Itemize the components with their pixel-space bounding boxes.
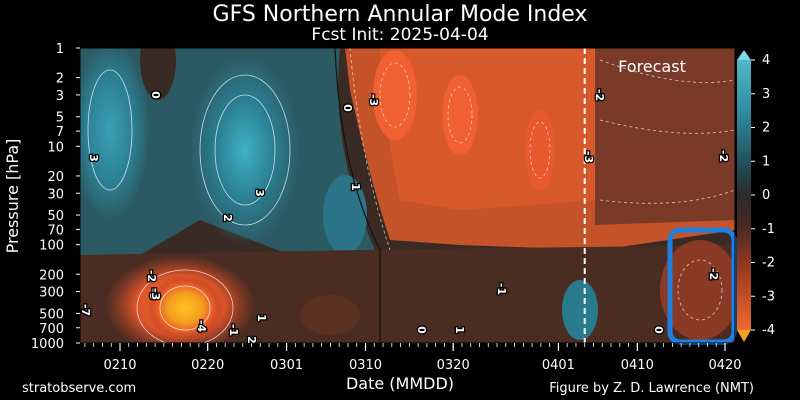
contour-label: 3	[87, 154, 100, 162]
colorbar-scale	[737, 60, 751, 330]
colorbar-tick-label: 1	[762, 154, 770, 169]
contour-label: -1	[495, 283, 508, 295]
colorbar-tick-label: 0	[762, 188, 770, 203]
site-credit: stratobserve.com	[22, 381, 137, 396]
x-tick-label: 0320	[437, 358, 470, 373]
x-tick-label: 0401	[542, 358, 575, 373]
x-tick-label: 0410	[621, 358, 654, 373]
contour-label: 2	[245, 336, 258, 344]
highlight-box	[667, 227, 737, 345]
contour-label: -2	[145, 270, 158, 282]
y-tick-label: 10	[47, 140, 64, 155]
contour-label: 1	[453, 326, 466, 334]
colorbar-tick-label: -4	[762, 323, 775, 338]
x-axis-label: Date (MMDD)	[346, 374, 454, 393]
contour-label: 3	[253, 189, 266, 197]
x-tick-label: 0310	[349, 358, 382, 373]
colorbar-tick-label: 4	[762, 53, 770, 68]
forecast-label: Forecast	[618, 57, 686, 76]
x-tick-label: 0220	[191, 358, 224, 373]
colorbar-bottom-extend	[737, 330, 751, 342]
y-tick-label: 1000	[31, 337, 64, 352]
contour-label: -3	[582, 151, 595, 163]
y-tick-label: 70	[47, 223, 64, 238]
contour-label: 1	[349, 183, 362, 191]
y-tick-label: 200	[39, 268, 64, 283]
y-tick-label: 3	[56, 89, 64, 104]
chart-subtitle: Fcst Init: 2025-04-04	[311, 25, 489, 45]
y-tick-label: 2	[56, 72, 64, 87]
y-tick-label: 20	[47, 170, 64, 185]
contour-label: -2	[717, 150, 730, 162]
contour-label: -7	[79, 304, 92, 316]
contour-label: 0	[341, 104, 354, 112]
x-tick-label: 0420	[708, 358, 741, 373]
contour-label: 2	[221, 214, 234, 222]
colorbar-tick-label: -3	[762, 289, 775, 304]
author-credit: Figure by Z. D. Lawrence (NMT)	[549, 381, 754, 396]
contour-label: -1	[227, 324, 240, 336]
contour-label: -3	[149, 288, 162, 300]
y-tick-label: 700	[39, 322, 64, 337]
heatmap-field	[80, 48, 735, 343]
colorbar-tick-label: 2	[762, 121, 770, 136]
contour-label: 1	[255, 314, 268, 322]
colorbar-top-extend	[737, 50, 751, 60]
contour-label: 0	[149, 91, 162, 99]
x-tick-label: 0301	[270, 358, 303, 373]
y-tick-label: 500	[39, 307, 64, 322]
chart-title: GFS Northern Annular Mode Index	[212, 2, 588, 27]
y-tick-label: 5	[56, 111, 64, 126]
x-tick-label: 0210	[103, 358, 136, 373]
contour-label: -3	[147, 288, 160, 300]
x-axis: 0210 0220 0301 0310 0320 0401 0410 0420	[84, 343, 742, 373]
y-tick-label: 300	[39, 286, 64, 301]
contour-label: 0	[652, 326, 665, 334]
y-tick-label: 100	[39, 239, 64, 254]
y-tick-label: 50	[47, 209, 64, 224]
colorbar-tick-label: -1	[762, 222, 775, 237]
colorbar: 4 3 2 1 0 -1 -2 -3 -4	[737, 50, 775, 342]
colorbar-tick-label: -2	[762, 256, 775, 271]
contour-label: -2	[593, 89, 606, 101]
contour-label: -2	[707, 268, 720, 280]
contour-label: -3	[367, 94, 380, 106]
y-tick-label: 7	[56, 125, 64, 140]
y-tick-label: 30	[47, 187, 64, 202]
y-tick-label: 1	[56, 42, 64, 57]
contour-label: 0	[415, 326, 428, 334]
y-axis-label: Pressure [hPa]	[3, 139, 22, 254]
contour-label: -4	[195, 320, 208, 333]
plot-frame	[79, 47, 736, 344]
colorbar-tick-label: 3	[762, 87, 770, 102]
